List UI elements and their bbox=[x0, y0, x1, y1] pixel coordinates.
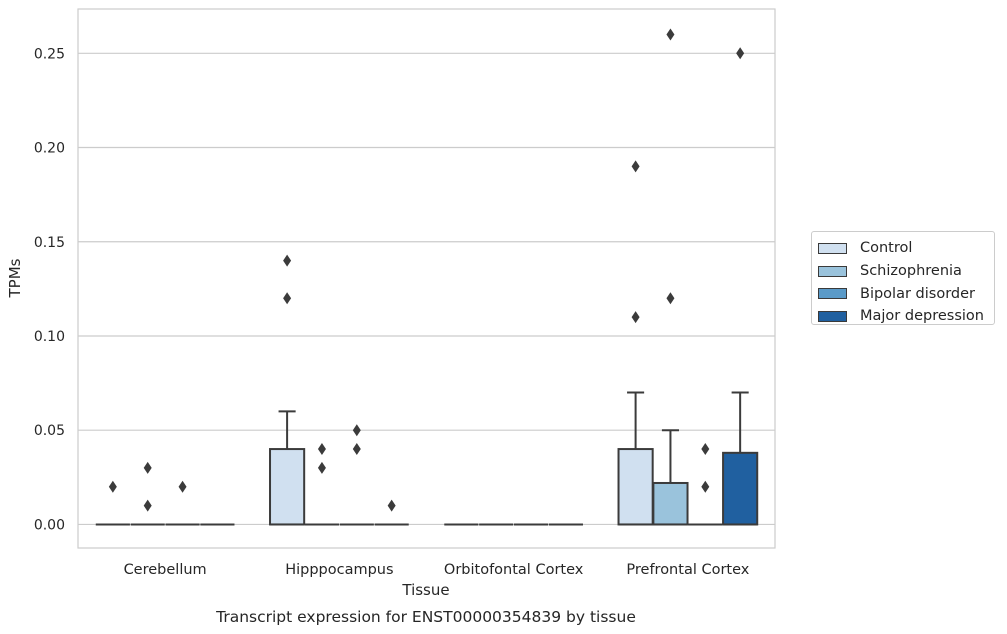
legend-label-schizophrenia: Schizophrenia bbox=[860, 263, 962, 280]
outlier-point bbox=[736, 47, 745, 60]
x-axis-label: Tissue bbox=[401, 581, 449, 599]
box-plot bbox=[617, 391, 654, 526]
outlier-point bbox=[352, 443, 361, 456]
legend-item-bipolar-disorder: Bipolar disorder bbox=[818, 282, 994, 305]
outlier-point bbox=[108, 480, 117, 493]
y-tick-label: 0.25 bbox=[34, 46, 65, 62]
x-tick-labels: Cerebellum Hipppocampus Orbitofontal Corte… bbox=[124, 562, 750, 578]
outlier-point bbox=[352, 424, 361, 437]
y-tick-label: 0.10 bbox=[34, 329, 65, 345]
outlier-point bbox=[178, 480, 187, 493]
outlier-point bbox=[387, 499, 396, 512]
x-tick-label: Cerebellum bbox=[124, 562, 207, 578]
outlier-point bbox=[666, 292, 675, 305]
outlier-point bbox=[701, 443, 710, 456]
box bbox=[652, 481, 689, 526]
outlier-points bbox=[108, 28, 745, 512]
chart-title: Transcript expression for ENST0000035483… bbox=[215, 608, 636, 626]
box-plot bbox=[652, 429, 689, 526]
legend-item-major-depression: Major depression bbox=[818, 305, 994, 328]
outlier-point bbox=[701, 480, 710, 493]
legend-item-schizophrenia: Schizophrenia bbox=[818, 260, 994, 283]
legend-item-control: Control bbox=[818, 237, 994, 260]
legend-label-major-depression: Major depression bbox=[860, 308, 984, 325]
x-tick-label: Hipppocampus bbox=[285, 562, 393, 578]
y-axis-label: TPMs bbox=[6, 258, 24, 298]
x-tick-label: Orbitofontal Cortex bbox=[444, 562, 584, 578]
outlier-point bbox=[317, 443, 326, 456]
x-tick-label: Prefrontal Cortex bbox=[626, 562, 749, 578]
box bbox=[722, 451, 759, 526]
outlier-point bbox=[283, 254, 292, 267]
outlier-point bbox=[143, 499, 152, 512]
y-tick-label: 0.15 bbox=[34, 235, 65, 251]
legend-label-control: Control bbox=[860, 240, 913, 257]
box bbox=[617, 448, 654, 526]
outlier-point bbox=[317, 461, 326, 474]
y-tick-label: 0.20 bbox=[34, 141, 65, 157]
legend-label-bipolar-disorder: Bipolar disorder bbox=[860, 285, 975, 302]
plot-area-frame bbox=[77, 8, 776, 549]
outlier-point bbox=[143, 461, 152, 474]
outlier-point bbox=[631, 160, 640, 173]
y-tick-labels: 0.00 0.05 0.10 0.15 0.20 0.25 bbox=[34, 46, 65, 533]
outlier-point bbox=[666, 28, 675, 41]
outlier-point bbox=[283, 292, 292, 305]
legend-swatch-major-depression bbox=[818, 310, 847, 322]
legend-swatch-control bbox=[818, 242, 847, 254]
y-tick-label: 0.00 bbox=[34, 517, 65, 533]
box-plot bbox=[722, 391, 759, 526]
outlier-point bbox=[631, 311, 640, 324]
legend: Control Schizophrenia Bipolar disorder M… bbox=[811, 231, 995, 325]
legend-swatch-schizophrenia bbox=[818, 265, 847, 277]
box-plots bbox=[95, 391, 759, 526]
y-tick-label: 0.05 bbox=[34, 423, 65, 439]
box-plot bbox=[269, 410, 306, 526]
box bbox=[269, 448, 306, 526]
legend-swatch-bipolar-disorder bbox=[818, 288, 847, 300]
